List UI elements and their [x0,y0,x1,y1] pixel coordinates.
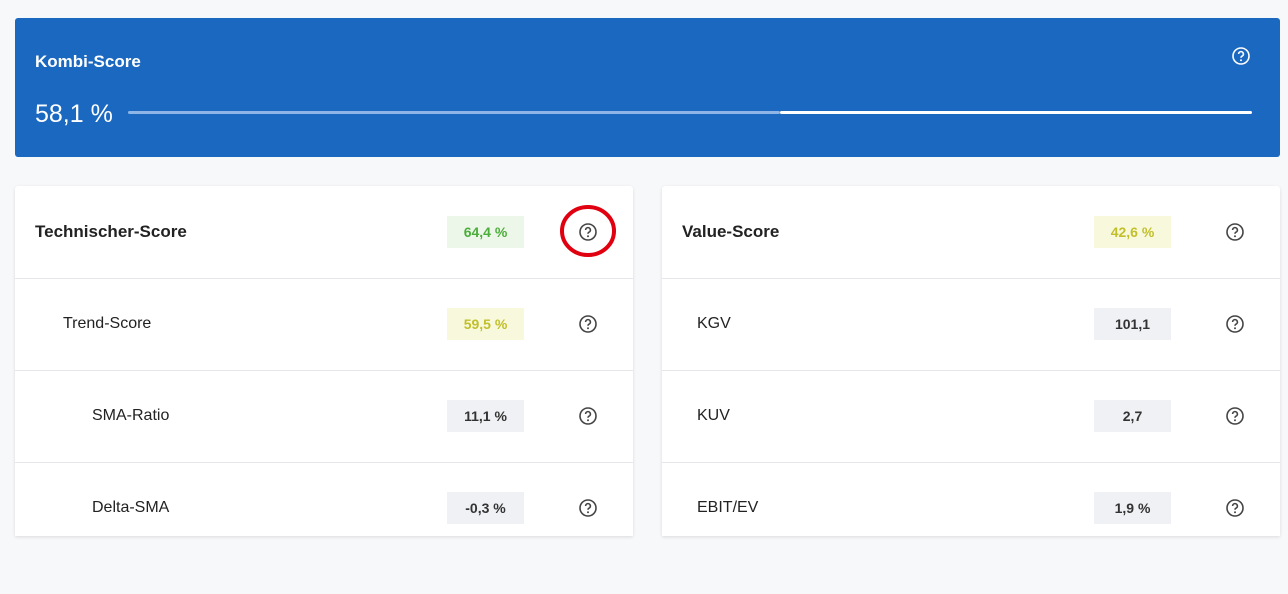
technical-panel: Technischer-Score 64,4 % Trend-Score 59,… [15,186,633,536]
score-row: KGV 101,1 [662,278,1280,371]
help-icon[interactable] [578,314,598,334]
row-label: EBIT/EV [697,499,759,516]
score-badge: 1,9 % [1094,492,1171,524]
score-badge: 2,7 [1094,400,1171,432]
help-icon[interactable] [1231,46,1251,66]
row-label: KUV [697,407,730,424]
score-badge: 42,6 % [1094,216,1171,248]
score-row: KUV 2,7 [662,370,1280,463]
row-label: Trend-Score [63,315,152,332]
panel-header: Technischer-Score 64,4 % [15,186,633,279]
progress-track [780,111,1252,114]
panel-header: Value-Score 42,6 % [662,186,1280,279]
value-panel: Value-Score 42,6 % KGV 101,1 KUV 2,7 EBI… [662,186,1280,536]
progress-bar [128,111,780,114]
score-badge: 101,1 [1094,308,1171,340]
panel-title: Technischer-Score [35,222,187,241]
help-icon[interactable] [578,498,598,518]
panel-title: Value-Score [682,222,780,241]
row-label: SMA-Ratio [92,407,170,424]
score-badge: 11,1 % [447,400,524,432]
score-row: Delta-SMA -0,3 % [15,462,633,536]
kombi-score-card: Kombi-Score 58,1 % [15,18,1280,157]
help-icon[interactable] [1225,406,1245,426]
help-icon[interactable] [1225,314,1245,334]
score-badge: -0,3 % [447,492,524,524]
row-label: Delta-SMA [92,499,170,516]
kombi-title: Kombi-Score [35,52,141,71]
score-row: SMA-Ratio 11,1 % [15,370,633,463]
highlight-circle [560,205,616,257]
help-icon[interactable] [578,406,598,426]
score-row: EBIT/EV 1,9 % [662,462,1280,536]
score-row: Trend-Score 59,5 % [15,278,633,371]
row-label: KGV [697,315,731,332]
kombi-value: 58,1 % [35,100,113,128]
score-badge: 64,4 % [447,216,524,248]
score-badge: 59,5 % [447,308,524,340]
help-icon[interactable] [1225,222,1245,242]
help-icon[interactable] [1225,498,1245,518]
